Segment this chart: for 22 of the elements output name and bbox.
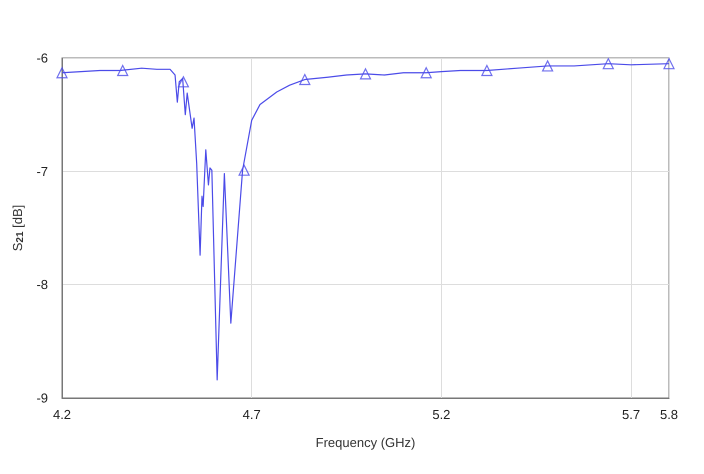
x-tick-label: 5.7 xyxy=(622,407,640,422)
point xyxy=(238,164,250,176)
y-axis-title: S21 [dB] xyxy=(10,204,26,252)
point xyxy=(56,67,68,78)
x-axis-title: Frequency (GHz) xyxy=(316,435,416,450)
point xyxy=(117,64,128,76)
point xyxy=(299,74,310,86)
point xyxy=(420,67,432,78)
point xyxy=(178,76,189,88)
x-tick-label: 5.2 xyxy=(432,407,450,422)
point xyxy=(360,68,372,80)
x-tick-label: 5.8 xyxy=(660,407,678,422)
x-tick-label: 4.7 xyxy=(242,407,261,422)
y-tick-label: -7 xyxy=(36,164,48,179)
y-tick-label: -9 xyxy=(36,390,48,406)
point xyxy=(663,58,675,70)
x-tick-label: 4.2 xyxy=(52,407,72,422)
point xyxy=(602,58,614,70)
point xyxy=(481,64,492,76)
y-tick-label: -8 xyxy=(36,277,48,292)
y-tick-label: -6 xyxy=(36,50,48,66)
point xyxy=(542,60,554,72)
